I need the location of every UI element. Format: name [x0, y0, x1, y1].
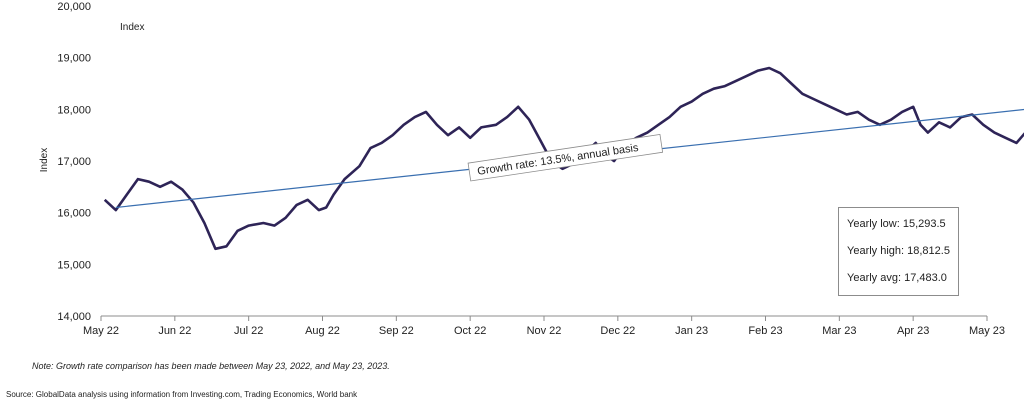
x-tick-label: Oct 22 [454, 325, 486, 337]
y-tick-label: 15,000 [57, 259, 91, 271]
x-tick-label: Jun 22 [158, 325, 191, 337]
yearly-high: Yearly high: 18,812.5 [847, 245, 950, 257]
x-tick-label: Dec 22 [600, 325, 635, 337]
x-tick-label: Jul 22 [234, 325, 263, 337]
x-tick-label: Aug 22 [305, 325, 340, 337]
y-tick-label: 18,000 [57, 104, 91, 116]
y-tick-label: 14,000 [57, 311, 91, 323]
x-axis: May 22 Jun 22 Jul 22 Aug 22 Sep 22 Oct 22 Nov … [83, 315, 1005, 337]
growth-annotation: Growth rate: 13.5%, annual basis [467, 134, 664, 182]
x-tick-label: Feb 23 [748, 325, 782, 337]
x-tick-label: Sep 22 [379, 325, 414, 337]
source-line: Source: GlobalData analysis using inform… [6, 390, 358, 399]
x-tick-label: Mar 23 [822, 325, 856, 337]
y-axis: 14,000 15,000 16,000 17,000 18,000 19,000 20,0… [57, 1, 91, 323]
x-tick-label: Apr 23 [897, 325, 929, 337]
y-axis-title: Index [39, 148, 50, 172]
stats-box: Yearly low: 15,293.5 Yearly high: 18,812… [838, 207, 959, 296]
x-tick-label: Jan 23 [675, 325, 708, 337]
y-tick-label: 19,000 [57, 53, 91, 65]
trend-layer [115, 108, 1024, 209]
y-tick-label: 16,000 [57, 208, 91, 220]
y-tick-label: 17,000 [57, 156, 91, 168]
x-tick-label: Nov 22 [527, 325, 562, 337]
inset-index-label: Index [120, 22, 144, 33]
growth-annotation-box [467, 134, 664, 182]
trend-line [115, 108, 1024, 209]
footnote: Note: Growth rate comparison has been ma… [32, 361, 390, 371]
series-layer [103, 66, 1024, 251]
x-tick-label: May 23 [969, 325, 1005, 337]
yearly-avg: Yearly avg: 17,483.0 [847, 272, 947, 284]
index-series-line [103, 66, 1024, 251]
line-chart: 14,000 15,000 16,000 17,000 18,000 19,000 20,0… [39, 1, 1024, 337]
y-tick-label: 20,000 [57, 1, 91, 13]
x-tick-label: May 22 [83, 325, 119, 337]
yearly-low: Yearly low: 15,293.5 [847, 218, 946, 230]
